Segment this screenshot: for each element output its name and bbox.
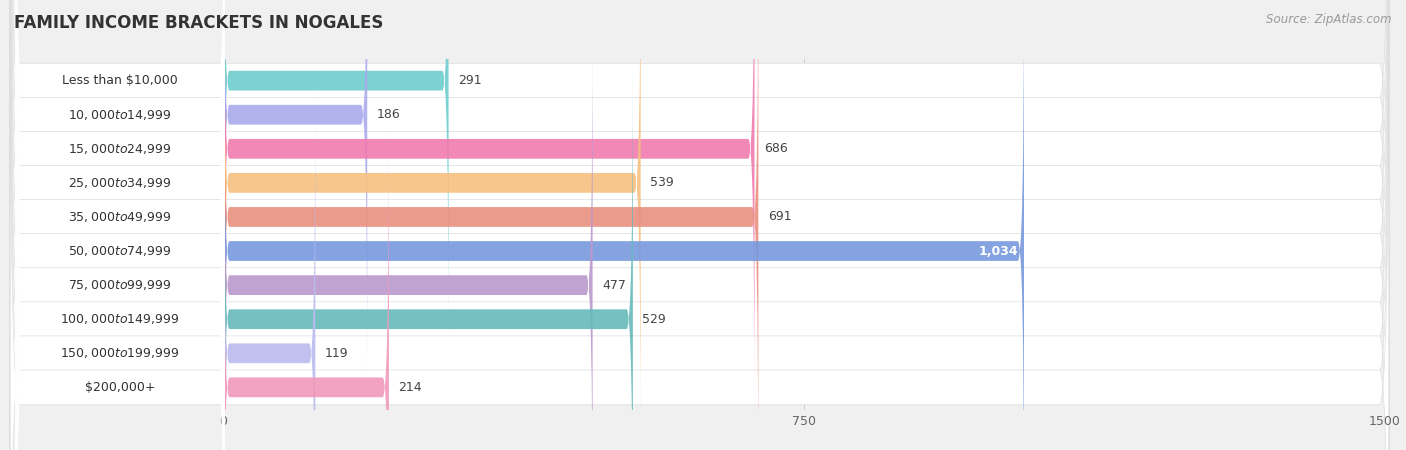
Text: 186: 186: [377, 108, 401, 121]
FancyBboxPatch shape: [10, 0, 1389, 450]
Text: $150,000 to $199,999: $150,000 to $199,999: [60, 346, 180, 360]
Text: Source: ZipAtlas.com: Source: ZipAtlas.com: [1267, 14, 1392, 27]
FancyBboxPatch shape: [15, 0, 225, 450]
FancyBboxPatch shape: [15, 58, 225, 450]
Text: 1,034: 1,034: [979, 244, 1018, 257]
FancyBboxPatch shape: [15, 23, 225, 450]
FancyBboxPatch shape: [224, 125, 389, 450]
FancyBboxPatch shape: [224, 56, 633, 450]
FancyBboxPatch shape: [224, 0, 1024, 450]
FancyBboxPatch shape: [224, 0, 758, 450]
Text: $35,000 to $49,999: $35,000 to $49,999: [69, 210, 172, 224]
FancyBboxPatch shape: [15, 0, 225, 450]
Text: $50,000 to $74,999: $50,000 to $74,999: [69, 244, 172, 258]
Text: 691: 691: [768, 211, 792, 224]
FancyBboxPatch shape: [15, 0, 225, 450]
Text: 214: 214: [398, 381, 422, 394]
FancyBboxPatch shape: [10, 0, 1389, 450]
Text: 539: 539: [650, 176, 673, 189]
Text: 477: 477: [602, 279, 626, 292]
FancyBboxPatch shape: [10, 0, 1389, 450]
Text: Less than $10,000: Less than $10,000: [62, 74, 179, 87]
FancyBboxPatch shape: [224, 0, 641, 446]
FancyBboxPatch shape: [15, 0, 225, 450]
Text: FAMILY INCOME BRACKETS IN NOGALES: FAMILY INCOME BRACKETS IN NOGALES: [14, 14, 384, 32]
FancyBboxPatch shape: [10, 0, 1389, 450]
Text: $10,000 to $14,999: $10,000 to $14,999: [69, 108, 172, 122]
FancyBboxPatch shape: [15, 0, 225, 445]
Text: $15,000 to $24,999: $15,000 to $24,999: [69, 142, 172, 156]
Text: 529: 529: [643, 313, 666, 326]
Text: 291: 291: [458, 74, 481, 87]
FancyBboxPatch shape: [10, 0, 1389, 450]
FancyBboxPatch shape: [10, 0, 1389, 450]
Text: $100,000 to $149,999: $100,000 to $149,999: [60, 312, 180, 326]
Text: $25,000 to $34,999: $25,000 to $34,999: [69, 176, 172, 190]
FancyBboxPatch shape: [224, 0, 755, 412]
FancyBboxPatch shape: [10, 0, 1389, 450]
FancyBboxPatch shape: [224, 0, 449, 343]
FancyBboxPatch shape: [15, 0, 225, 410]
FancyBboxPatch shape: [10, 0, 1389, 450]
FancyBboxPatch shape: [10, 0, 1389, 450]
FancyBboxPatch shape: [10, 0, 1389, 450]
Text: 119: 119: [325, 347, 349, 360]
Text: 686: 686: [763, 142, 787, 155]
FancyBboxPatch shape: [224, 0, 367, 378]
Text: $75,000 to $99,999: $75,000 to $99,999: [69, 278, 172, 292]
FancyBboxPatch shape: [224, 90, 315, 450]
FancyBboxPatch shape: [224, 22, 592, 450]
FancyBboxPatch shape: [15, 0, 225, 450]
FancyBboxPatch shape: [15, 0, 225, 450]
Text: $200,000+: $200,000+: [84, 381, 156, 394]
